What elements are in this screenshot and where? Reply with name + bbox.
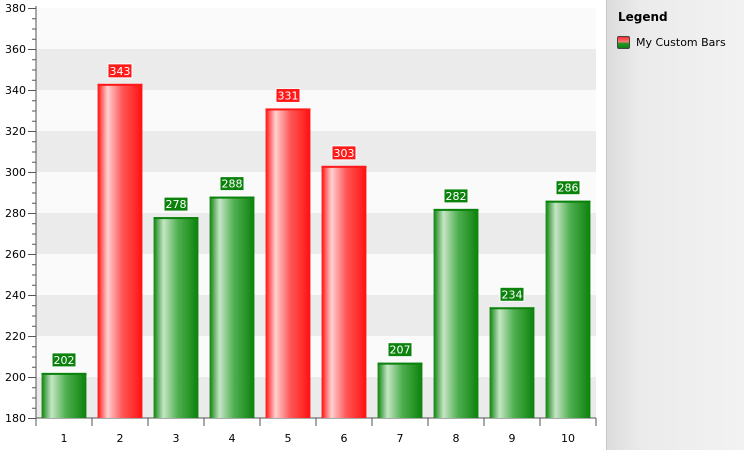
bar-cap: [489, 307, 535, 310]
data-label-box: [499, 286, 525, 302]
y-tick-label: 220: [5, 330, 26, 343]
y-tick-label: 360: [5, 43, 26, 56]
data-label-box: [51, 352, 77, 368]
y-tick-label: 240: [5, 289, 26, 302]
data-label-box: [331, 145, 357, 161]
legend-title: Legend: [618, 10, 668, 24]
bar: [489, 307, 535, 418]
bar-cap: [377, 362, 423, 365]
bar-cap: [433, 208, 479, 211]
x-tick-label: 4: [229, 432, 236, 445]
x-tick-label: 2: [117, 432, 124, 445]
data-label-box: [443, 188, 469, 204]
data-label-box: [387, 342, 413, 358]
bar: [153, 217, 199, 418]
data-label: 207: [390, 344, 411, 357]
x-tick-label: 1: [61, 432, 68, 445]
legend-panel: Legend My Custom Bars: [606, 0, 744, 450]
legend-label: My Custom Bars: [636, 36, 726, 49]
x-tick-label: 9: [509, 432, 516, 445]
bars: [41, 83, 591, 418]
data-label-box: [219, 176, 245, 192]
data-label-box: [163, 196, 189, 212]
grid-band: [36, 8, 596, 49]
x-tick-label: 5: [285, 432, 292, 445]
data-label: 278: [166, 198, 187, 211]
data-label: 234: [502, 288, 523, 301]
bar: [433, 208, 479, 418]
data-label: 331: [278, 89, 299, 102]
y-tick-label: 340: [5, 84, 26, 97]
x-tick-label: 10: [561, 432, 575, 445]
bar-cap: [209, 196, 255, 199]
data-label: 288: [222, 178, 243, 191]
bar: [377, 362, 423, 418]
x-tick-label: 7: [397, 432, 404, 445]
bar-cap: [545, 200, 591, 203]
data-label: 286: [558, 182, 579, 195]
data-label: 202: [54, 354, 75, 367]
y-tick-label: 260: [5, 248, 26, 261]
bar: [321, 165, 367, 418]
bar-cap: [321, 165, 367, 168]
data-label-box: [107, 63, 133, 79]
data-labels: 202 343 278 288 331 303 207 282 234 286: [51, 63, 581, 368]
bar-cap: [41, 372, 87, 375]
data-label-box: [275, 87, 301, 103]
data-label: 343: [110, 65, 131, 78]
bar: [209, 196, 255, 418]
data-label-box: [555, 180, 581, 196]
y-tick-label: 300: [5, 166, 26, 179]
bar: [265, 108, 311, 418]
x-tick-label: 8: [453, 432, 460, 445]
bar: [545, 200, 591, 418]
legend-swatch: [617, 36, 630, 49]
y-tick-label: 380: [5, 2, 26, 15]
bar-cap: [153, 217, 199, 220]
y-tick-label: 200: [5, 371, 26, 384]
bar: [41, 372, 87, 418]
y-tick-label: 280: [5, 207, 26, 220]
bar: [97, 83, 143, 418]
x-tick-label: 6: [341, 432, 348, 445]
y-tick-label: 180: [5, 412, 26, 425]
legend-item: My Custom Bars: [617, 36, 726, 49]
x-tick-label: 3: [173, 432, 180, 445]
bar-cap: [265, 108, 311, 111]
y-tick-label: 320: [5, 125, 26, 138]
data-label: 303: [334, 147, 355, 160]
bar-cap: [97, 83, 143, 86]
data-label: 282: [446, 190, 467, 203]
